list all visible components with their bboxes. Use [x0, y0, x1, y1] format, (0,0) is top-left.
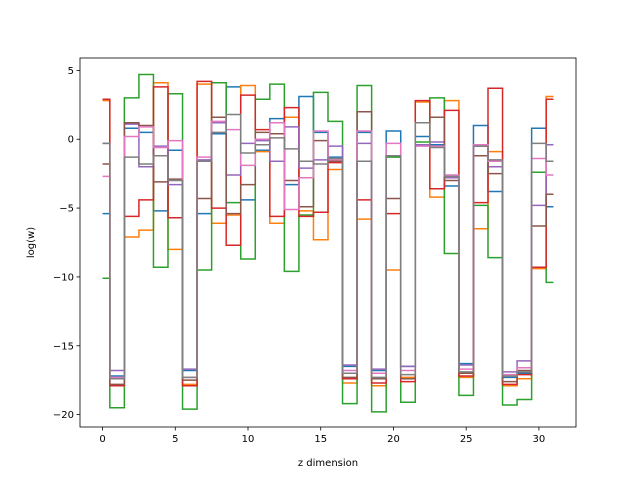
- x-axis-label: z dimension: [298, 458, 358, 469]
- series-layer: [102, 73, 554, 413]
- y-axis-label: log(w): [26, 227, 37, 258]
- y-tick-label: 0: [68, 135, 74, 146]
- x-tick-label: 5: [172, 434, 178, 445]
- plot-frame: [79, 57, 577, 428]
- series-line-7: [102, 120, 554, 379]
- y-tick-label: −15: [53, 341, 74, 352]
- x-tick-label: 25: [460, 434, 473, 445]
- x-tick-label: 0: [99, 434, 105, 445]
- y-tick-label: −5: [59, 204, 74, 215]
- series-line-4: [102, 80, 554, 387]
- x-tick-label: 15: [314, 434, 327, 445]
- x-tick-label: 10: [242, 434, 255, 445]
- y-tick-label: −20: [53, 410, 74, 421]
- x-tick-label: 30: [533, 434, 546, 445]
- y-tick-label: 5: [68, 66, 74, 77]
- ticks-layer: 0 5 10 15 20 25 30 5 0 −5 −10 −15 −20: [53, 66, 545, 445]
- y-tick-label: −10: [53, 272, 74, 283]
- series-line-8: [102, 113, 554, 380]
- series-line-3: [102, 73, 554, 413]
- x-tick-label: 20: [387, 434, 400, 445]
